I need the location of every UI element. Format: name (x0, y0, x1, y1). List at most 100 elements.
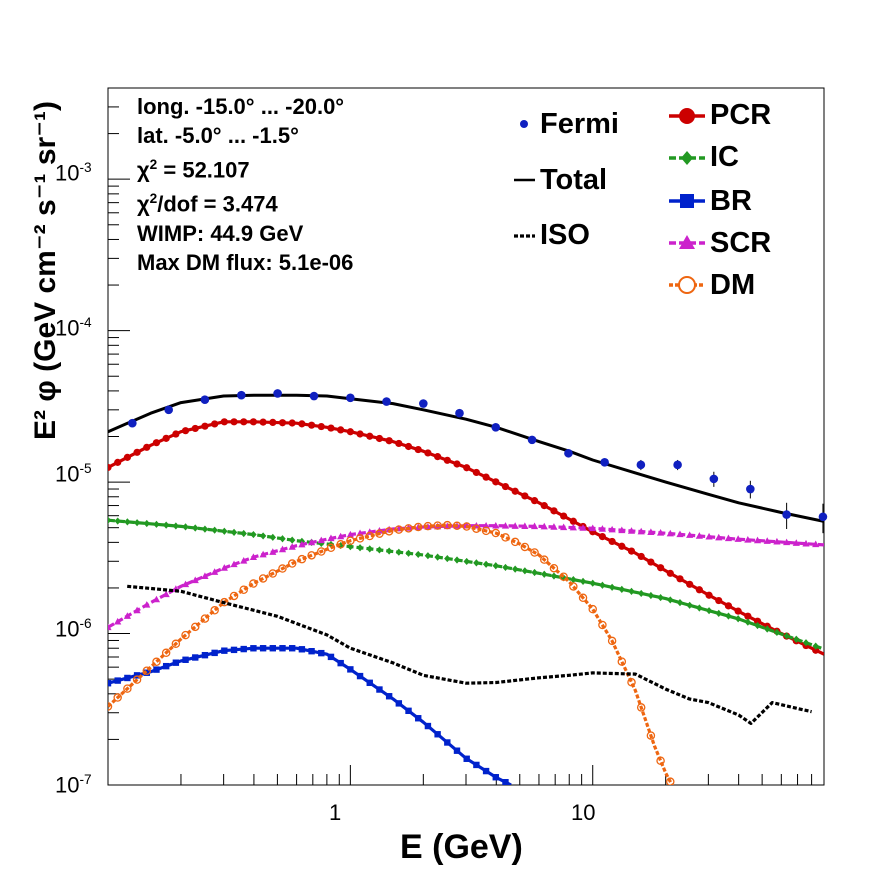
series-marker-scr (705, 532, 713, 540)
series-marker-dm (627, 678, 636, 687)
series-marker-ic (385, 547, 393, 555)
series-marker-br (347, 666, 354, 673)
series-marker-scr (162, 590, 170, 598)
series-marker-scr (686, 531, 694, 538)
series-marker-dm (210, 606, 219, 615)
series-marker-ic (230, 528, 238, 536)
legend-symbol-pcr (679, 108, 695, 124)
series-marker-br (153, 666, 160, 673)
y-tick-label-1e-7: 10-7 (55, 772, 92, 798)
series-marker-pcr (540, 502, 548, 510)
series-marker-dm (394, 525, 404, 534)
series-marker-ic (376, 546, 383, 554)
series-marker-scr (356, 529, 364, 537)
series-marker-dm (481, 526, 491, 536)
series-marker-ic (579, 577, 587, 586)
series-marker-br (162, 662, 170, 670)
series-marker-ic (108, 516, 112, 524)
series-marker-pcr (375, 434, 384, 443)
series-marker-ic (541, 570, 548, 578)
series-marker-br (308, 648, 315, 655)
series-marker-dm (108, 702, 113, 711)
fermi-point (237, 390, 246, 400)
info-longitude: long. -15.0° ... -20.0° (137, 94, 345, 119)
series-marker-pcr (637, 552, 645, 561)
series-marker-ic (511, 565, 519, 573)
series-marker-br (453, 747, 461, 754)
series-marker-scr (724, 534, 733, 542)
series-marker-ic (288, 536, 296, 544)
series-marker-br (240, 645, 247, 653)
series-marker-dm (268, 569, 278, 578)
series-marker-dm (578, 593, 588, 603)
series-marker-ic (473, 559, 480, 567)
series-marker-dm (171, 639, 181, 649)
fermi-point (309, 391, 319, 401)
info-max-dm-flux: Max DM flux: 5.1e-06 (137, 249, 354, 275)
series-marker-pcr (627, 547, 636, 555)
fermi-point (346, 393, 355, 403)
series-marker-dm (540, 555, 549, 564)
series-marker-dm (258, 574, 268, 583)
series-marker-pcr (715, 596, 723, 605)
series-marker-br (502, 779, 509, 785)
fermi-point (200, 395, 210, 404)
series-marker-ic (172, 522, 180, 530)
x-axis-label: E (GeV) (400, 828, 523, 866)
series-marker-br (124, 674, 131, 682)
series-marker-pcr (443, 456, 451, 464)
series-marker-pcr (220, 418, 228, 426)
series-marker-pcr (337, 426, 345, 434)
series-marker-scr (540, 522, 548, 530)
series-marker-scr (269, 548, 277, 555)
series-marker-dm (229, 591, 239, 601)
series-marker-pcr (230, 418, 238, 426)
fermi-point (382, 397, 391, 406)
series-marker-scr (763, 537, 771, 544)
series-marker-scr (550, 523, 558, 530)
series-marker-ic (502, 563, 509, 572)
series-marker-scr (201, 572, 209, 579)
fermi-point (818, 512, 828, 522)
series-marker-scr (288, 543, 296, 550)
info-chi2-dof: χ2/dof = 3.474 (137, 191, 278, 217)
series-marker-ic (492, 562, 499, 570)
series-marker-ic (793, 635, 800, 643)
x-tick-label-10: 10 (571, 800, 596, 825)
series-marker-dm (239, 585, 248, 594)
fermi-point (491, 423, 501, 432)
series-marker-pcr (211, 420, 219, 428)
series-marker-scr (298, 540, 306, 548)
series-marker-scr (211, 568, 219, 575)
info-chi2-value: = 52.107 (163, 157, 250, 183)
legend-label-br: BR (710, 185, 752, 217)
series-marker-scr (715, 533, 723, 541)
series-marker-pcr (288, 419, 296, 427)
series-marker-pcr (181, 427, 190, 435)
series-marker-ic (366, 545, 373, 553)
series-marker-ic (608, 583, 616, 591)
series-marker-br (385, 693, 393, 700)
series-marker-dm (549, 563, 559, 573)
series-marker-ic (773, 628, 781, 637)
series-marker-dm (530, 548, 539, 557)
series-marker-br (444, 739, 451, 746)
series-marker-ic (182, 523, 189, 531)
series-marker-dm (510, 537, 520, 547)
series-marker-dm (113, 693, 122, 702)
series-marker-pcr (317, 422, 325, 431)
series-marker-pcr (424, 449, 432, 457)
fermi-point (709, 474, 719, 484)
legend-symbol-scr (679, 235, 695, 249)
series-marker-scr (773, 537, 781, 545)
series-marker-dm (346, 536, 355, 545)
series-marker-ic (347, 543, 354, 551)
legend-symbol-dm (678, 276, 696, 294)
series-marker-pcr (133, 448, 141, 456)
series-marker-ic (211, 526, 218, 534)
series-marker-dm (617, 657, 627, 666)
series-marker-ic (201, 525, 209, 533)
series-marker-pcr (753, 617, 762, 625)
series-marker-pcr (656, 564, 665, 572)
